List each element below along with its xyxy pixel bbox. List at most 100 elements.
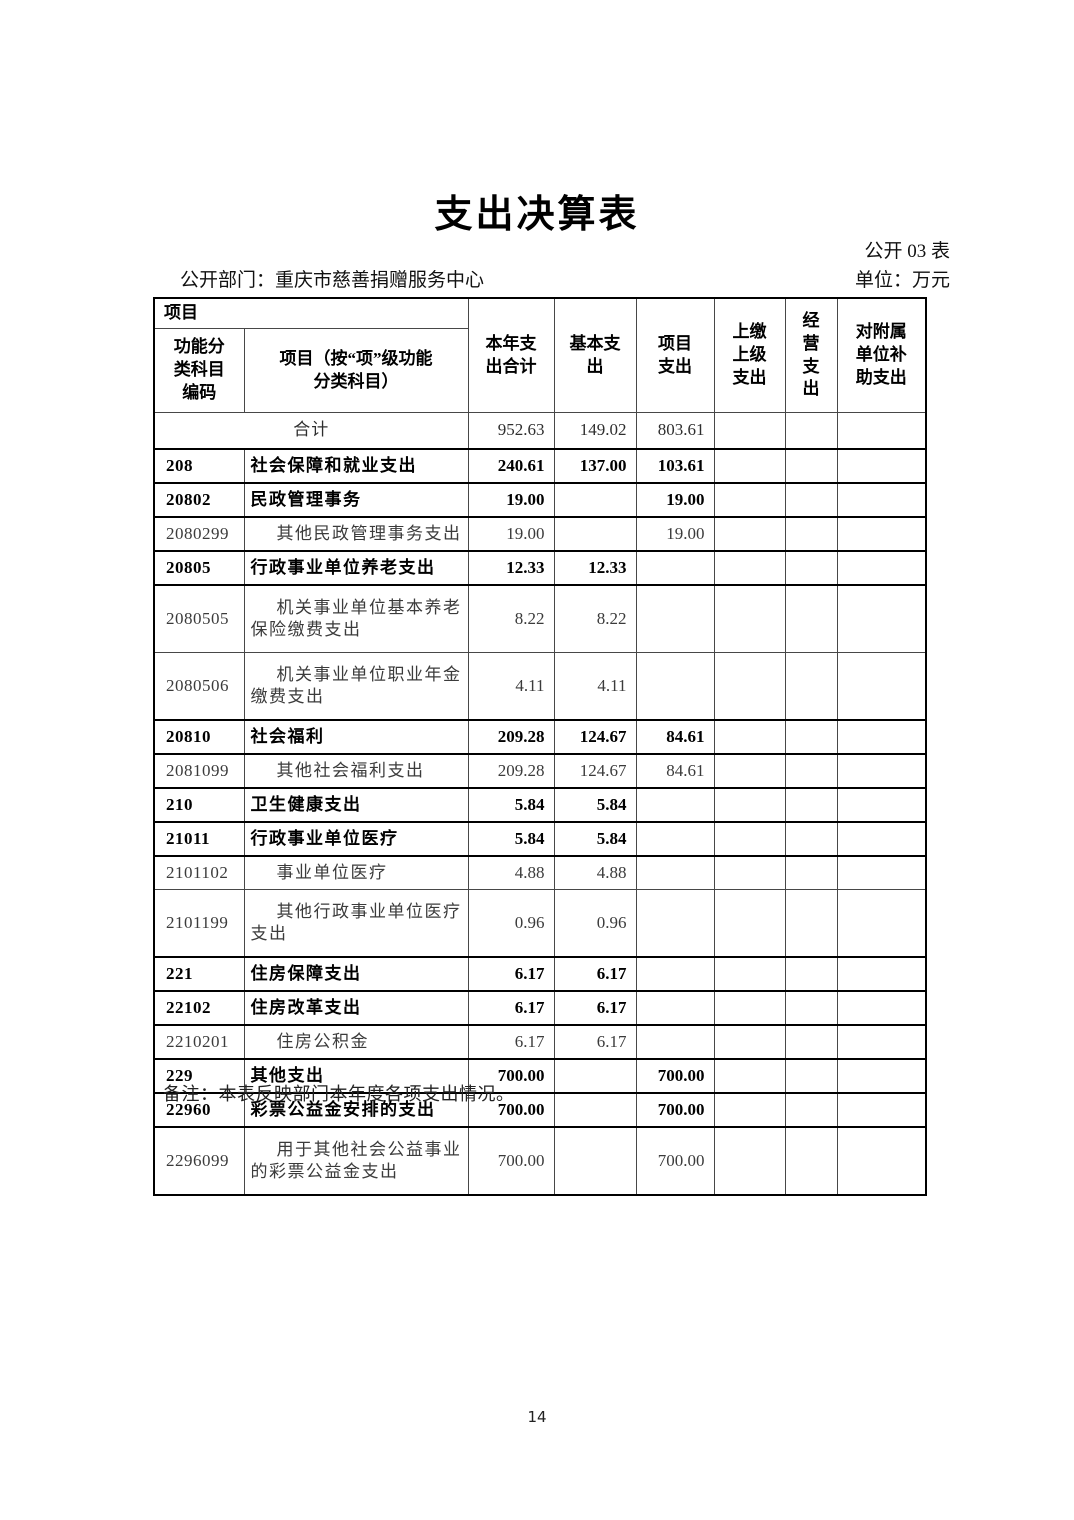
row-name: 住房改革支出 — [243, 990, 469, 1026]
row-value: 12.33 — [553, 550, 637, 586]
header-basic-expenditure: 基本支 出 — [553, 297, 637, 413]
row-value: 5.84 — [467, 787, 555, 823]
table-row: 229 其他支出 700.00 700.00 — [153, 1058, 927, 1094]
row-value — [635, 956, 715, 992]
row-value — [836, 990, 927, 1026]
row-function-code: 2080506 — [153, 652, 245, 721]
row-value — [635, 550, 715, 586]
row-value: 4.88 — [553, 855, 637, 890]
row-value: 124.67 — [553, 719, 637, 755]
table-row: 20802 民政管理事务 19.00 19.00 — [153, 482, 927, 518]
row-name: 合计 — [153, 412, 469, 450]
row-name: 行政事业单位医疗 — [243, 821, 469, 857]
row-value — [784, 584, 838, 653]
unit-label: 单位：万元 — [854, 270, 950, 291]
row-value: 700.00 — [467, 1058, 555, 1094]
row-value — [784, 448, 838, 484]
row-value — [784, 550, 838, 586]
row-value: 4.11 — [467, 652, 555, 721]
row-value: 6.17 — [553, 956, 637, 992]
table-row: 2210201 住房公积金 6.17 6.17 — [153, 1024, 927, 1060]
row-value — [713, 753, 786, 789]
row-value — [553, 1126, 637, 1196]
row-name: 彩票公益金安排的支出 — [243, 1092, 469, 1128]
row-value — [836, 448, 927, 484]
row-value — [836, 1092, 927, 1128]
row-value: 209.28 — [467, 719, 555, 755]
row-value: 6.17 — [467, 990, 555, 1026]
header-row-group: 项目 本年支 出合计 基本支 出 项目 支出 上缴 上级 支出 经 营 支 出 … — [153, 297, 927, 413]
row-function-code: 2210201 — [153, 1024, 245, 1060]
row-value: 0.96 — [467, 889, 555, 958]
row-function-code: 2101199 — [153, 889, 245, 958]
row-value: 19.00 — [635, 482, 715, 518]
row-value — [784, 652, 838, 721]
row-value — [713, 516, 786, 552]
row-value — [784, 1024, 838, 1060]
row-value — [836, 1058, 927, 1094]
row-value: 0.96 — [553, 889, 637, 958]
row-value — [784, 889, 838, 958]
table-row: 2101199 其他行政事业单位医疗 支出 0.96 0.96 — [153, 889, 927, 958]
row-value: 700.00 — [635, 1058, 715, 1094]
row-value — [553, 482, 637, 518]
header-project-name: 项目（按“项”级功能 分类科目） — [243, 328, 469, 413]
row-value — [635, 1024, 715, 1060]
row-value: 12.33 — [467, 550, 555, 586]
table-row: 20805 行政事业单位养老支出 12.33 12.33 — [153, 550, 927, 586]
table-row: 合计 952.63 149.02 803.61 — [153, 412, 927, 450]
table-number-label: 公开 03 表 — [864, 241, 950, 262]
row-function-code: 2081099 — [153, 753, 245, 789]
table-row: 2081099 其他社会福利支出 209.28 124.67 84.61 — [153, 753, 927, 789]
row-value: 19.00 — [467, 482, 555, 518]
row-value — [836, 1126, 927, 1196]
row-value: 19.00 — [467, 516, 555, 552]
row-name: 社会福利 — [243, 719, 469, 755]
row-name: 住房公积金 — [243, 1024, 469, 1060]
header-upper-level-expenditure: 上缴 上级 支出 — [713, 297, 786, 413]
table-body: 合计 952.63 149.02 803.61 208 社会保障和就业支出 240.61 13… — [153, 412, 927, 1196]
header-project-group: 项目 — [153, 297, 469, 329]
row-value: 149.02 — [553, 412, 637, 450]
row-name: 其他支出 — [243, 1058, 469, 1094]
row-name: 用于其他社会公益事业 的彩票公益金支出 — [243, 1126, 469, 1196]
row-value — [784, 990, 838, 1026]
row-value — [784, 855, 838, 890]
row-value — [784, 516, 838, 552]
row-name: 卫生健康支出 — [243, 787, 469, 823]
row-function-code: 20805 — [153, 550, 245, 586]
row-value — [713, 889, 786, 958]
expenditure-table: 项目 本年支 出合计 基本支 出 项目 支出 上缴 上级 支出 经 营 支 出 … — [153, 297, 927, 1196]
row-value — [713, 448, 786, 484]
row-value — [836, 412, 927, 450]
table-row: 210 卫生健康支出 5.84 5.84 — [153, 787, 927, 823]
row-function-code: 21011 — [153, 821, 245, 857]
row-value — [836, 719, 927, 755]
row-value — [553, 1058, 637, 1094]
row-name: 民政管理事务 — [243, 482, 469, 518]
page-number: 14 — [527, 1408, 547, 1426]
row-value — [635, 855, 715, 890]
row-function-code: 221 — [153, 956, 245, 992]
row-value — [836, 584, 927, 653]
row-function-code: 210 — [153, 787, 245, 823]
row-function-code: 2296099 — [153, 1126, 245, 1196]
row-function-code: 22960 — [153, 1092, 245, 1128]
row-name: 社会保障和就业支出 — [243, 448, 469, 484]
row-value: 8.22 — [467, 584, 555, 653]
row-value: 5.84 — [467, 821, 555, 857]
row-name: 事业单位医疗 — [243, 855, 469, 890]
row-value — [836, 821, 927, 857]
table-row: 2080505 机关事业单位基本养老 保险缴费支出 8.22 8.22 — [153, 584, 927, 653]
row-value — [713, 1024, 786, 1060]
row-value — [635, 889, 715, 958]
row-value: 124.67 — [553, 753, 637, 789]
row-value: 209.28 — [467, 753, 555, 789]
row-value — [635, 652, 715, 721]
header-subsidy-expenditure: 对附属 单位补 助支出 — [836, 297, 927, 413]
row-value — [635, 990, 715, 1026]
row-value: 240.61 — [467, 448, 555, 484]
row-value — [635, 584, 715, 653]
row-function-code: 2080505 — [153, 584, 245, 653]
row-value — [713, 412, 786, 450]
